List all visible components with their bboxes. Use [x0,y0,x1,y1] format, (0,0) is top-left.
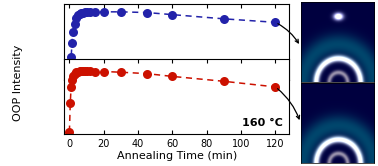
Text: 160 °C: 160 °C [242,118,282,128]
X-axis label: Annealing Time (min): Annealing Time (min) [116,151,237,161]
Text: OOP Intensity: OOP Intensity [13,45,23,121]
Text: 150 °C: 150 °C [242,62,282,72]
